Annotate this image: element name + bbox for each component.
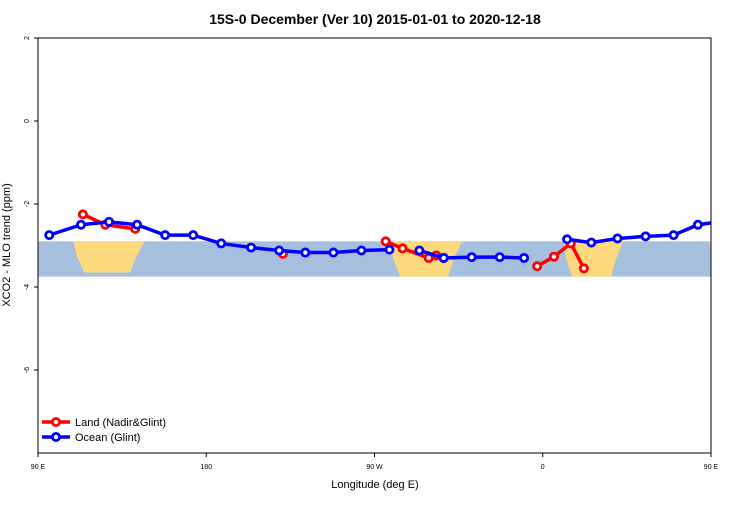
land-line-3 xyxy=(536,241,586,270)
legend-entry-0: Land (Nadir&Glint) xyxy=(42,416,166,429)
y-tick-label-3: -4 xyxy=(24,284,31,290)
ocean-point-3 xyxy=(132,219,143,230)
y-tick-label-1: 0 xyxy=(24,119,31,123)
ocean-point-6 xyxy=(216,238,227,249)
ocean-point-24 xyxy=(724,217,731,224)
ocean-point-17 xyxy=(519,252,530,263)
ocean-point-8 xyxy=(274,245,285,256)
ocean-point-7 xyxy=(246,242,257,253)
land-point-5 xyxy=(397,243,408,254)
legend-entry-1: Ocean (Glint) xyxy=(42,431,140,444)
x-tick-label-1: 180 xyxy=(200,464,212,471)
legend-marker-1 xyxy=(51,431,62,442)
ocean-point-0 xyxy=(44,230,55,241)
land-region-3 xyxy=(709,241,711,250)
legend-marker-0 xyxy=(51,416,62,427)
ocean-point-9 xyxy=(300,247,311,258)
ocean-point-13 xyxy=(414,245,425,256)
x-axis-label: Longitude (deg E) xyxy=(331,479,418,491)
ocean-point-19 xyxy=(586,237,597,248)
x-tick-label-4: 90 E xyxy=(704,464,719,471)
legend-label-0: Land (Nadir&Glint) xyxy=(75,417,166,429)
x-tick-label-2: 90 W xyxy=(366,464,383,471)
ocean-point-4 xyxy=(160,230,171,241)
ocean-point-11 xyxy=(356,245,367,256)
chart-title: 15S-0 December (Ver 10) 2015-01-01 to 20… xyxy=(209,11,541,27)
plot-frame xyxy=(37,37,712,454)
ocean-point-1 xyxy=(75,219,86,230)
land-point-10 xyxy=(548,251,559,262)
land-point-0 xyxy=(77,209,88,220)
series-layer xyxy=(44,209,731,274)
land-point-4 xyxy=(380,236,391,247)
axes: 90 E 180 90 W 0 90 E 2 0 -2 -4 -6 xyxy=(24,36,719,471)
land-region-2 xyxy=(563,241,624,277)
ocean-point-16 xyxy=(494,252,505,263)
ocean-point-14 xyxy=(438,252,449,263)
legend-label-1: Ocean (Glint) xyxy=(75,432,140,444)
land-point-12 xyxy=(578,263,589,274)
ocean-point-20 xyxy=(612,233,623,244)
ocean-point-2 xyxy=(104,216,115,227)
ocean-point-22 xyxy=(668,230,679,241)
y-axis-label: XCO2 - MLO trend (ppm) xyxy=(1,183,13,306)
y-tick-label-0: 2 xyxy=(24,36,31,40)
ocean-point-10 xyxy=(328,247,339,258)
ocean-point-15 xyxy=(466,252,477,263)
ocean-point-18 xyxy=(562,234,573,245)
ocean-point-23 xyxy=(692,219,703,230)
y-tick-label-2: -2 xyxy=(24,201,31,207)
land-region-0 xyxy=(73,241,145,273)
ocean-line-2 xyxy=(566,221,711,245)
x-tick-label-3: 0 xyxy=(541,464,545,471)
ocean-point-21 xyxy=(640,231,651,242)
series-ocean xyxy=(44,216,731,263)
land-point-9 xyxy=(532,261,543,272)
ocean-point-12 xyxy=(384,244,395,255)
x-tick-label-0: 90 E xyxy=(31,464,46,471)
legend: Land (Nadir&Glint) Ocean (Glint) xyxy=(42,416,166,444)
y-tick-label-4: -6 xyxy=(24,367,31,373)
ocean-point-5 xyxy=(188,230,199,241)
